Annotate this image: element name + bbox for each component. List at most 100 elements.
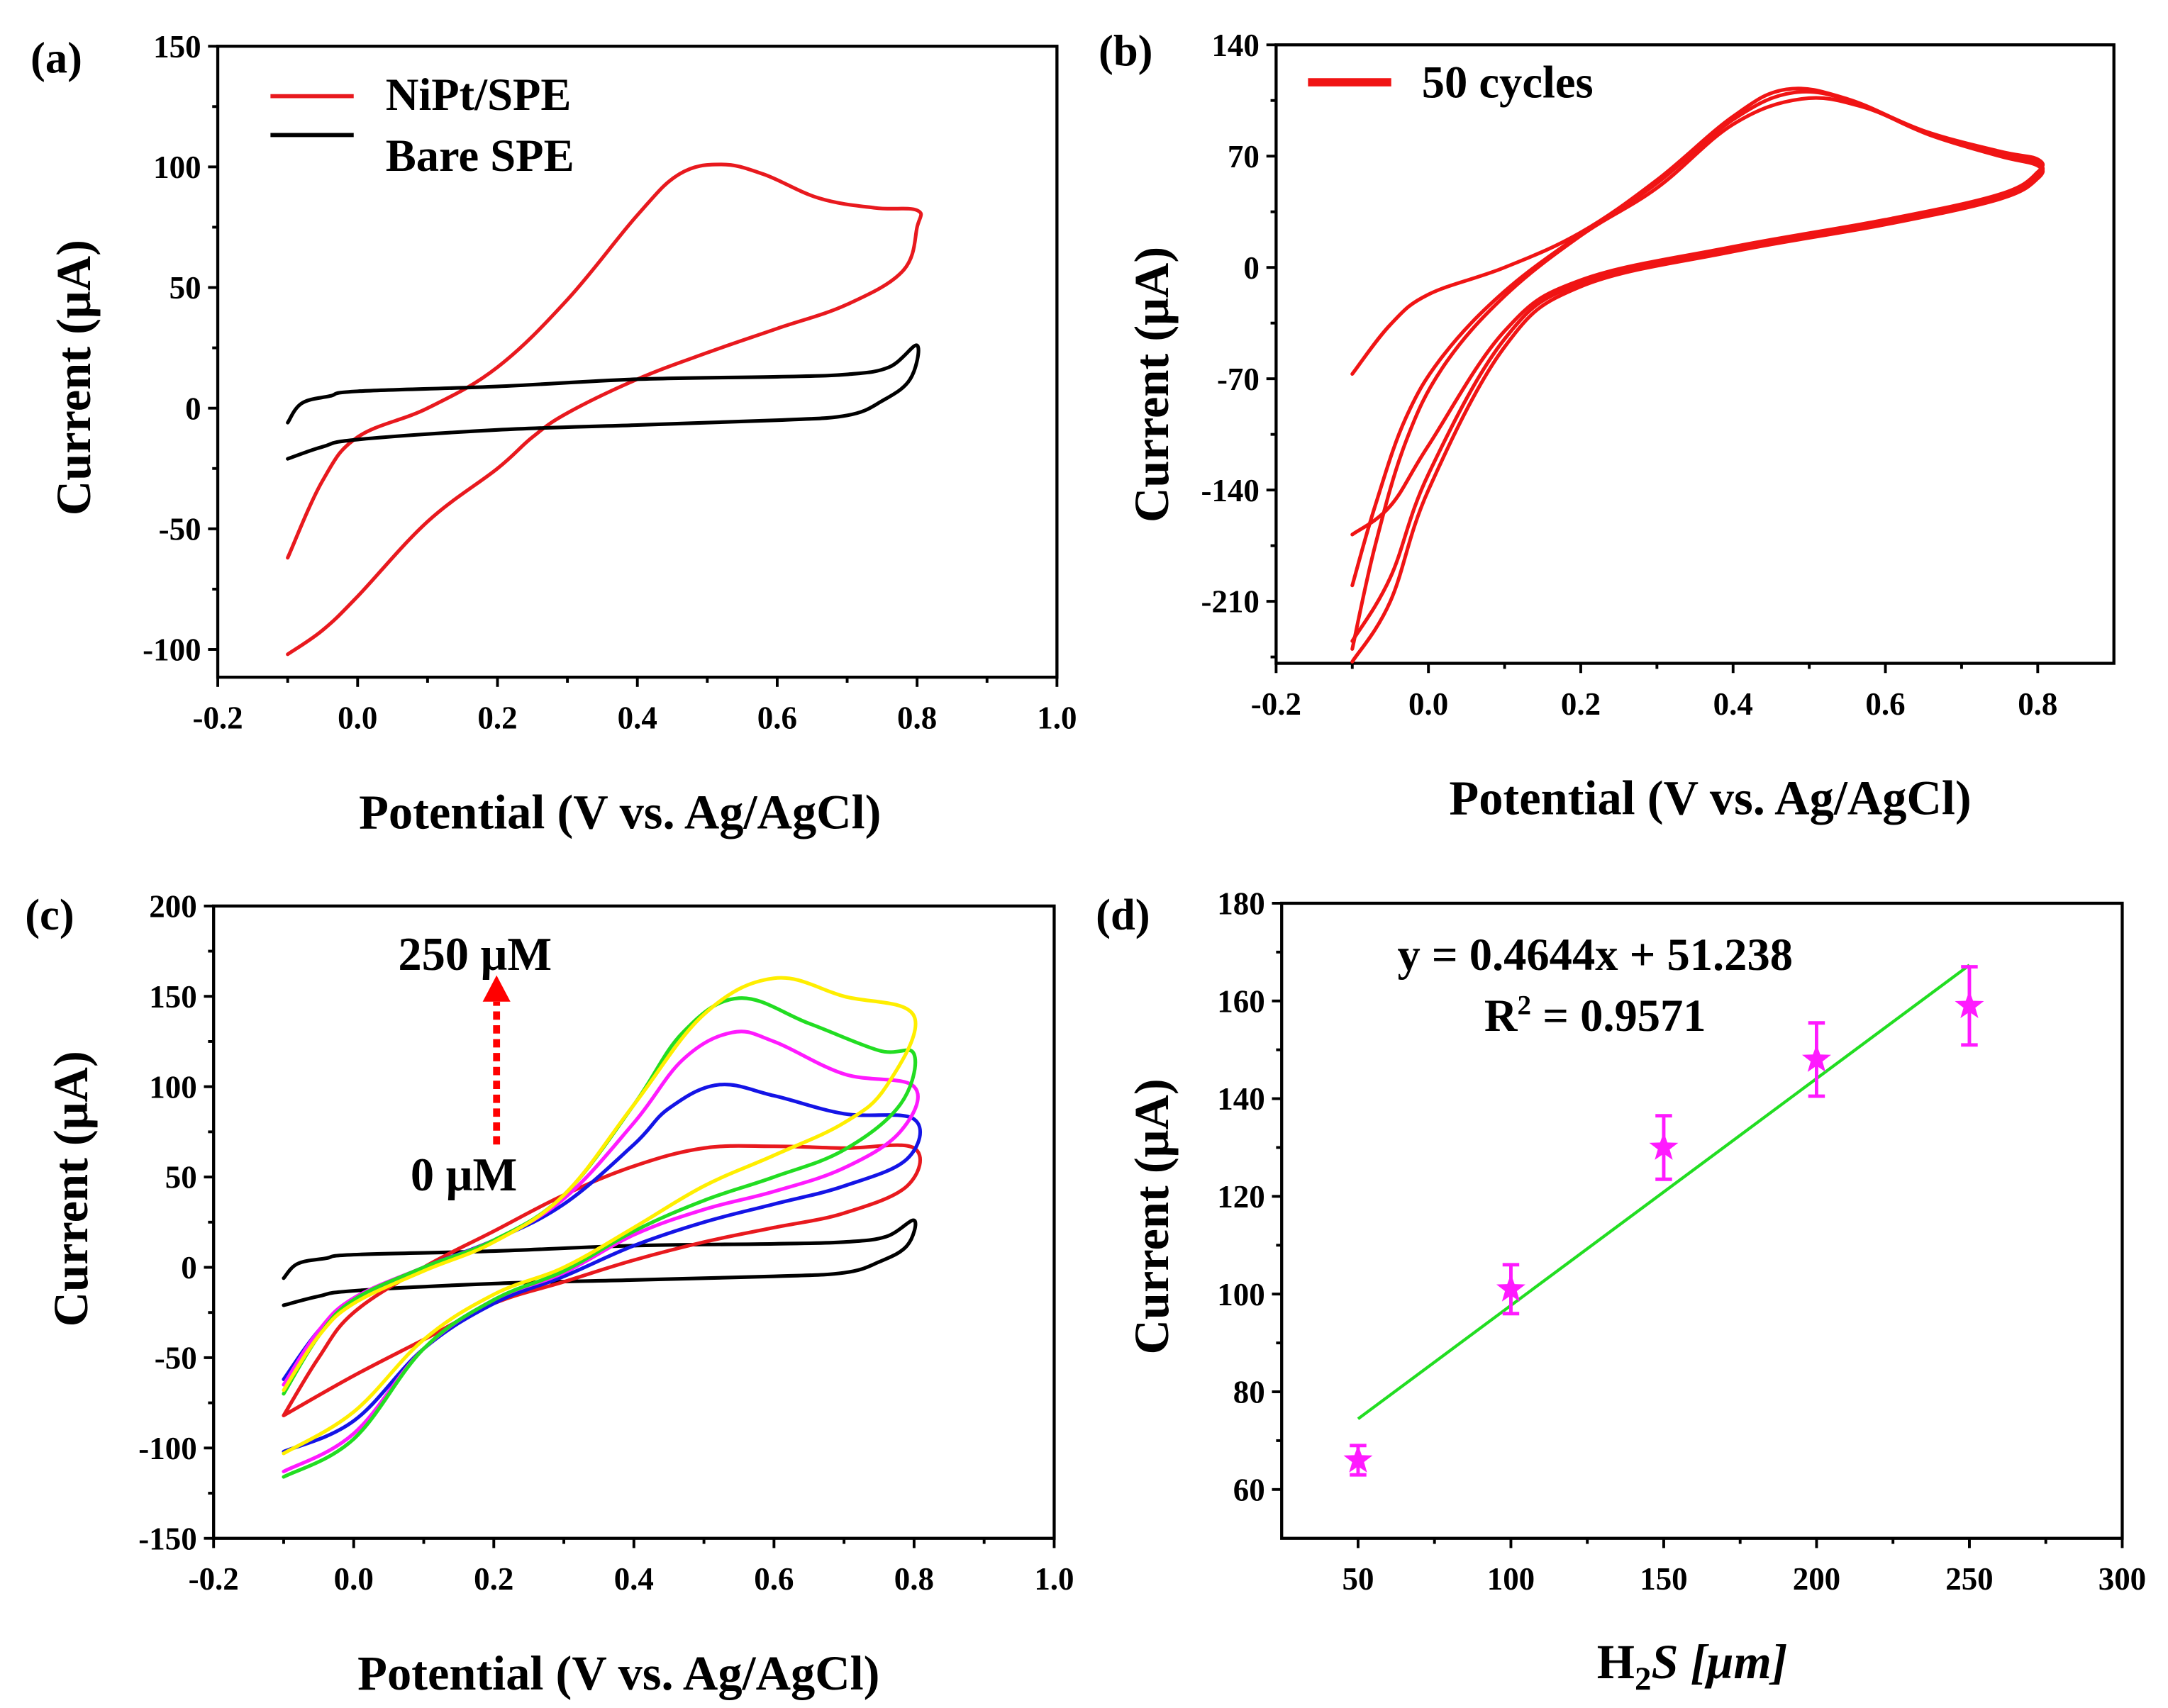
b-ytick-label: 70 — [1228, 139, 1260, 174]
d-ytick-label: 80 — [1233, 1375, 1265, 1410]
d-ytick-label: 180 — [1217, 886, 1264, 922]
d-ytick-label: 160 — [1217, 983, 1264, 1019]
panel-a: -0.2 0.0 0.2 0.4 0.6 0.8 1.0 150 100 50 0 -50 -100 — [143, 29, 1077, 736]
c-series-5-curve — [282, 976, 918, 1456]
c-ytick-label: -50 — [155, 1341, 197, 1376]
b-cycle-curve — [1350, 86, 2045, 537]
d-xtick-label: 300 — [2098, 1561, 2146, 1597]
panel-c: -0.2 0.0 0.2 0.4 0.6 0.8 1.0 200 150 100 50 0 -50 -10… — [138, 888, 1074, 1597]
c-ytick-label: 0 — [181, 1250, 196, 1285]
b-cycle-curve — [1350, 89, 2045, 643]
c-ylabel: Current (μA) — [44, 1051, 98, 1327]
r-squared: R2 = 0.9571 — [1484, 990, 1706, 1041]
panel-d: 50 100 150 200 250 300 180 160 140 120 100 80 60 — [1217, 886, 2146, 1597]
b-ytick-label: -140 — [1201, 473, 1259, 508]
a-xtick-label: 0.6 — [757, 700, 797, 735]
d-ytick-label: 100 — [1217, 1277, 1264, 1312]
d-ytick-label: 140 — [1217, 1081, 1264, 1117]
panel-label-b: (b) — [1099, 26, 1152, 76]
b-ylabel: Current (μA) — [1125, 247, 1179, 523]
data-point-star — [1343, 1444, 1373, 1473]
a-xtick-label: 0.0 — [338, 700, 377, 735]
fit-equation: y = 0.4644x + 51.238 — [1397, 929, 1793, 980]
b-cycle-curve — [1350, 96, 2045, 664]
d-ytick-label: 120 — [1217, 1179, 1264, 1215]
d-xtick-label: 50 — [1342, 1561, 1374, 1597]
d-xtick-label: 200 — [1793, 1561, 1840, 1597]
c-xtick-label: 0.6 — [754, 1561, 794, 1597]
panel-label-a: (a) — [30, 33, 82, 82]
d-xtick-label: 250 — [1945, 1561, 1993, 1597]
r-value: = 0.9571 — [1531, 990, 1706, 1041]
b-xtick-label: 0.6 — [1865, 686, 1905, 722]
c-series-0-curve — [282, 1218, 918, 1307]
data-point-star — [1649, 1132, 1679, 1160]
panel-label-d: (d) — [1096, 890, 1150, 939]
annotation-0um: 0 μM — [411, 1149, 517, 1201]
c-ytick-label: 100 — [149, 1069, 196, 1105]
data-point-star — [1801, 1044, 1831, 1072]
a-xtick-label: 0.2 — [477, 700, 517, 735]
b-xtick-label: 0.2 — [1561, 686, 1601, 722]
a-xtick-label: 0.8 — [897, 700, 937, 735]
c-ytick-label: 200 — [149, 888, 196, 924]
d-xlabel: H2S [μm] — [1597, 1635, 1788, 1697]
a-series-1-curve — [286, 343, 921, 461]
b-xtick-label: 0.8 — [2018, 686, 2057, 722]
panel-b: -0.2 0.0 0.2 0.4 0.6 0.8 140 70 0 -70 -140 -210 — [1201, 28, 2116, 722]
a-ylabel: Current (μA) — [47, 240, 101, 515]
c-xtick-label: 0.2 — [474, 1561, 513, 1597]
a-xtick-label: 1.0 — [1037, 700, 1077, 735]
b-ytick-label: -210 — [1201, 584, 1259, 620]
annotation-250um: 250 μM — [398, 929, 552, 981]
a-plot-frame — [216, 45, 1059, 679]
r-sup: 2 — [1518, 990, 1532, 1020]
b-xtick-label: 0.0 — [1408, 686, 1448, 722]
b-plot-frame — [1274, 43, 2116, 665]
b-xlabel: Potential (V vs. Ag/AgCl) — [1449, 771, 1971, 825]
c-ytick-label: -100 — [138, 1431, 196, 1466]
panel-label-c: (c) — [25, 890, 74, 939]
d-ylabel: Current (μA) — [1125, 1078, 1179, 1354]
a-ytick-label: 50 — [169, 270, 201, 306]
b-xtick-label: 0.4 — [1713, 686, 1753, 722]
a-ytick-label: -100 — [143, 632, 201, 668]
c-ytick-label: 150 — [149, 979, 196, 1015]
a-series-0-curve — [286, 162, 923, 657]
c-xtick-label: 1.0 — [1034, 1561, 1074, 1597]
legend-label-nipt: NiPt/SPE — [386, 69, 572, 120]
d-ytick-label: 60 — [1233, 1472, 1265, 1507]
c-xtick-label: 0.8 — [894, 1561, 934, 1597]
b-ytick-label: 140 — [1211, 28, 1259, 63]
data-point-star — [1955, 990, 1984, 1019]
legend-label-cycles: 50 cycles — [1422, 57, 1594, 108]
c-ytick-label: -150 — [138, 1521, 196, 1556]
b-ytick-label: -70 — [1217, 362, 1260, 397]
d-xlabel-h: H — [1597, 1635, 1635, 1689]
a-ytick-label: 0 — [185, 391, 201, 426]
a-ytick-label: 100 — [153, 150, 201, 185]
d-xlabel-rest: S [μm] — [1651, 1635, 1787, 1689]
d-xtick-label: 150 — [1640, 1561, 1687, 1597]
data-point-star — [1496, 1273, 1525, 1302]
r-label: R — [1484, 990, 1518, 1041]
d-xlabel-sub: 2 — [1635, 1660, 1651, 1697]
a-ytick-label: -50 — [159, 511, 201, 547]
d-plot-frame — [1280, 901, 2124, 1540]
a-xlabel: Potential (V vs. Ag/AgCl) — [359, 785, 881, 839]
legend-label-bare: Bare SPE — [386, 130, 574, 181]
c-xtick-label: 0.0 — [334, 1561, 374, 1597]
arrow-head-icon — [482, 975, 511, 1002]
c-xtick-label: -0.2 — [189, 1561, 239, 1597]
c-xtick-label: 0.4 — [614, 1561, 654, 1597]
c-xlabel: Potential (V vs. Ag/AgCl) — [357, 1646, 879, 1700]
b-xtick-label: -0.2 — [1251, 686, 1301, 722]
fit-line — [1357, 964, 1971, 1420]
d-xtick-label: 100 — [1487, 1561, 1535, 1597]
a-xtick-label: 0.4 — [618, 700, 657, 735]
a-xtick-label: -0.2 — [192, 700, 243, 735]
b-ytick-label: 0 — [1243, 250, 1259, 286]
c-ytick-label: 50 — [165, 1160, 197, 1195]
a-ytick-label: 150 — [153, 29, 201, 65]
